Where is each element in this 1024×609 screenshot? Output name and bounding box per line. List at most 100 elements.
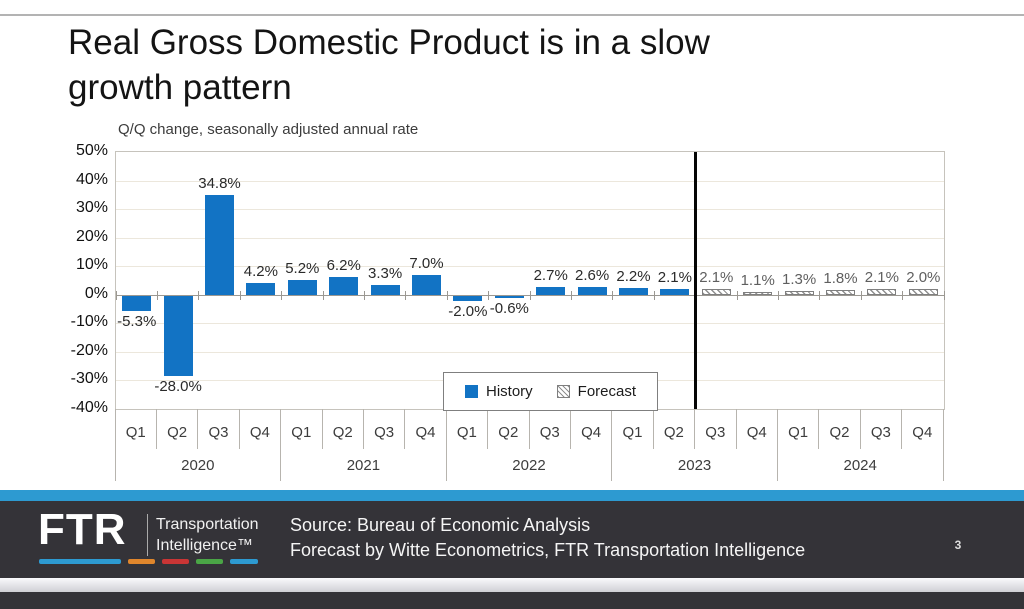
history-bar [205,195,234,295]
quarter-separator [528,409,530,449]
forecast-bar [908,289,938,295]
data-label: 1.3% [781,271,817,289]
top-divider-rule [0,14,1024,16]
logo-color-dashes [39,559,258,564]
quarter-label: Q2 [498,424,519,441]
plot-area: -5.3% -28.0% 34.8% 4.2% 5.2% 6.2% 3.3% 7.0% -2.0… [115,151,945,410]
history-bar [412,274,441,295]
legend-item-history: History [464,383,533,400]
history-bar [536,287,566,295]
quarter-label: Q2 [829,424,850,441]
data-label: 2.7% [533,267,568,285]
zero-axis-tick [777,290,779,300]
zero-axis-tick [653,290,655,300]
zero-axis-tick [322,290,324,300]
data-label: 5.2% [285,259,320,277]
data-label: -2.0% [448,303,488,321]
quarter-label: Q2 [167,424,188,441]
footer-light-strip [0,578,1024,592]
data-label: 1.1% [740,271,775,289]
quarter-label: Q1 [125,424,146,441]
chart-legend: History Forecast [443,372,658,411]
quarter-separator [694,409,696,449]
history-bar [122,295,152,311]
gridline [116,266,944,268]
y-tick-label: -40% [70,399,108,416]
source-line2: Forecast by Witte Econometrics, FTR Tran… [290,540,806,560]
quarter-label: Q1 [622,424,643,441]
quarter-separator [487,409,489,449]
year-label: 2024 [843,457,877,474]
gridline [116,237,944,239]
data-label: 2.1% [699,268,734,286]
zero-axis-tick [198,290,200,300]
forecast-bar [826,289,855,295]
y-tick-label: -10% [70,313,108,331]
quarter-separator [155,409,157,449]
zero-axis-tick [363,290,365,300]
quarter-separator [362,409,364,449]
forecast-bar [701,288,731,295]
quarter-label: Q4 [746,424,767,441]
quarter-label: Q3 [705,424,726,441]
footer-accent-bar [0,490,1024,501]
gridline [116,180,944,182]
ftr-logo-text: FTR [38,505,127,554]
quarter-label: Q1 [291,424,312,441]
zero-axis-tick [943,290,945,300]
quarter-separator [818,409,820,449]
year-separator [114,409,116,481]
data-label: -28.0% [154,377,202,395]
data-label: 4.2% [243,262,278,280]
history-bar [246,282,276,295]
zero-axis-tick [902,290,904,300]
quarter-label: Q3 [374,424,395,441]
legend-item-forecast: Forecast [556,383,636,400]
legend-label: History [485,383,533,400]
data-label: 7.0% [409,254,444,272]
zero-axis-tick [446,290,448,300]
quarter-label: Q1 [456,424,477,441]
data-label: 2.0% [906,269,941,287]
logo-divider [147,514,148,556]
history-legend-swatch [464,385,478,398]
history-bar [453,295,483,302]
y-tick-label: 0% [84,284,108,302]
logo-tagline-line1: Transportation [156,516,259,533]
logo-tagline-line2: Intelligence™ [156,537,253,554]
year-label: 2023 [677,457,712,474]
logo-dash [230,559,258,564]
logo-tagline: Transportation Intelligence™ [156,514,259,556]
year-separator [445,409,447,481]
quarter-separator [238,409,240,449]
page-title: Real Gross Domestic Product is in a slow… [68,20,868,110]
quarter-label: Q3 [870,424,891,441]
year-label: 2021 [346,457,381,474]
data-label: -0.6% [489,299,529,317]
zero-axis-tick [612,290,614,300]
quarter-separator [404,409,406,449]
quarter-label: Q3 [208,424,229,441]
quarter-separator [735,409,737,449]
forecast-legend-swatch [556,385,570,398]
year-label: 2020 [181,457,215,474]
history-bar [370,285,400,295]
data-label: 2.1% [864,268,899,286]
forecast-bar [867,288,897,295]
data-label: 2.2% [616,268,651,286]
page-number: 3 [954,538,962,552]
quarter-separator [859,409,861,449]
y-tick-label: 20% [75,227,108,245]
quarter-label: Q2 [663,424,684,441]
zero-axis-tick [529,290,531,300]
y-tick-label: -20% [70,341,108,359]
quarter-separator [652,409,654,449]
logo-dash [162,559,189,564]
quarter-label: Q2 [332,424,353,441]
zero-axis-tick [281,290,283,300]
year-label: 2022 [512,457,546,474]
quarter-separator [569,409,571,449]
zero-axis-tick [570,290,572,300]
zero-axis-tick [488,290,490,300]
zero-axis-tick [860,290,862,300]
